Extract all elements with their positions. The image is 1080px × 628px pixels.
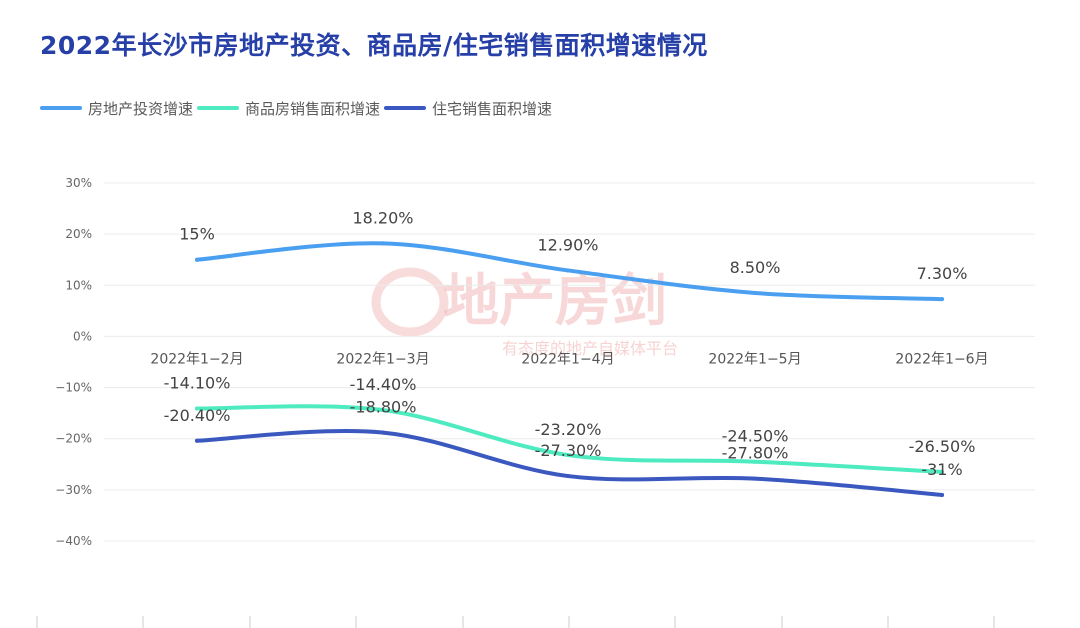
data-label: -14.10%: [164, 374, 231, 393]
data-label: -23.20%: [535, 420, 602, 439]
y-tick-label: −10%: [55, 381, 92, 395]
x-category-label: 2022年1−5月: [708, 351, 801, 367]
data-point: [195, 438, 199, 443]
data-label: -27.80%: [722, 444, 789, 463]
data-point: [566, 268, 570, 273]
legend-label-commercial: 商品房销售面积增速: [245, 99, 381, 118]
legend-swatch-commercial: [197, 106, 240, 110]
data-point: [195, 257, 199, 262]
data-label: -27.30%: [535, 441, 602, 460]
x-category-label: 2022年1−6月: [895, 351, 988, 367]
data-label: -18.80%: [350, 398, 417, 417]
data-point: [753, 476, 757, 481]
y-tick-label: 30%: [65, 176, 92, 190]
data-label: -26.50%: [909, 437, 976, 456]
y-tick-label: −40%: [55, 534, 92, 548]
y-tick-label: 10%: [65, 278, 92, 292]
y-tick-label: 20%: [65, 227, 92, 241]
data-label: 15%: [179, 225, 215, 244]
y-tick-label: 0%: [73, 329, 92, 343]
data-label: 7.30%: [917, 264, 968, 283]
data-point: [940, 492, 944, 497]
legend-item-investment: 房地产投资增速: [40, 98, 193, 119]
legend: 房地产投资增速 商品房销售面积增速 住宅销售面积增速: [40, 96, 556, 120]
data-label: 8.50%: [730, 258, 781, 277]
data-point: [566, 474, 570, 479]
legend-label-investment: 房地产投资增速: [88, 99, 194, 118]
data-label: -31%: [921, 460, 962, 479]
watermark-logo-icon: [371, 267, 449, 337]
legend-label-residential: 住宅销售面积增速: [432, 99, 553, 118]
data-label: -24.50%: [722, 427, 789, 446]
data-point: [381, 408, 385, 413]
chart-title: 2022年长沙市房地产投资、商品房/住宅销售面积增速情况: [40, 31, 708, 60]
data-point: [195, 406, 199, 411]
data-point: [381, 430, 385, 435]
x-category-label: 2022年1−4月: [521, 351, 614, 367]
data-point: [940, 297, 944, 302]
y-tick-label: −30%: [55, 483, 92, 497]
data-label: -20.40%: [164, 406, 231, 425]
data-point: [753, 459, 757, 464]
y-tick-label: −20%: [55, 432, 92, 446]
data-label: -14.40%: [350, 375, 417, 394]
watermark-slogan: 有态度的地产自媒体平台: [502, 339, 678, 358]
x-category-label: 2022年1−2月: [150, 351, 243, 367]
legend-swatch-residential: [384, 106, 427, 110]
legend-swatch-investment: [40, 106, 82, 110]
data-point: [381, 241, 385, 246]
data-label: 18.20%: [352, 208, 413, 227]
data-label: 12.90%: [537, 235, 598, 254]
legend-item-residential: 住宅销售面积增速: [384, 98, 552, 119]
x-category-label: 2022年1−3月: [336, 351, 429, 367]
data-point: [753, 290, 757, 295]
data-point: [940, 469, 944, 474]
data-point: [566, 453, 570, 458]
legend-item-commercial: 商品房销售面积增速: [197, 98, 380, 119]
